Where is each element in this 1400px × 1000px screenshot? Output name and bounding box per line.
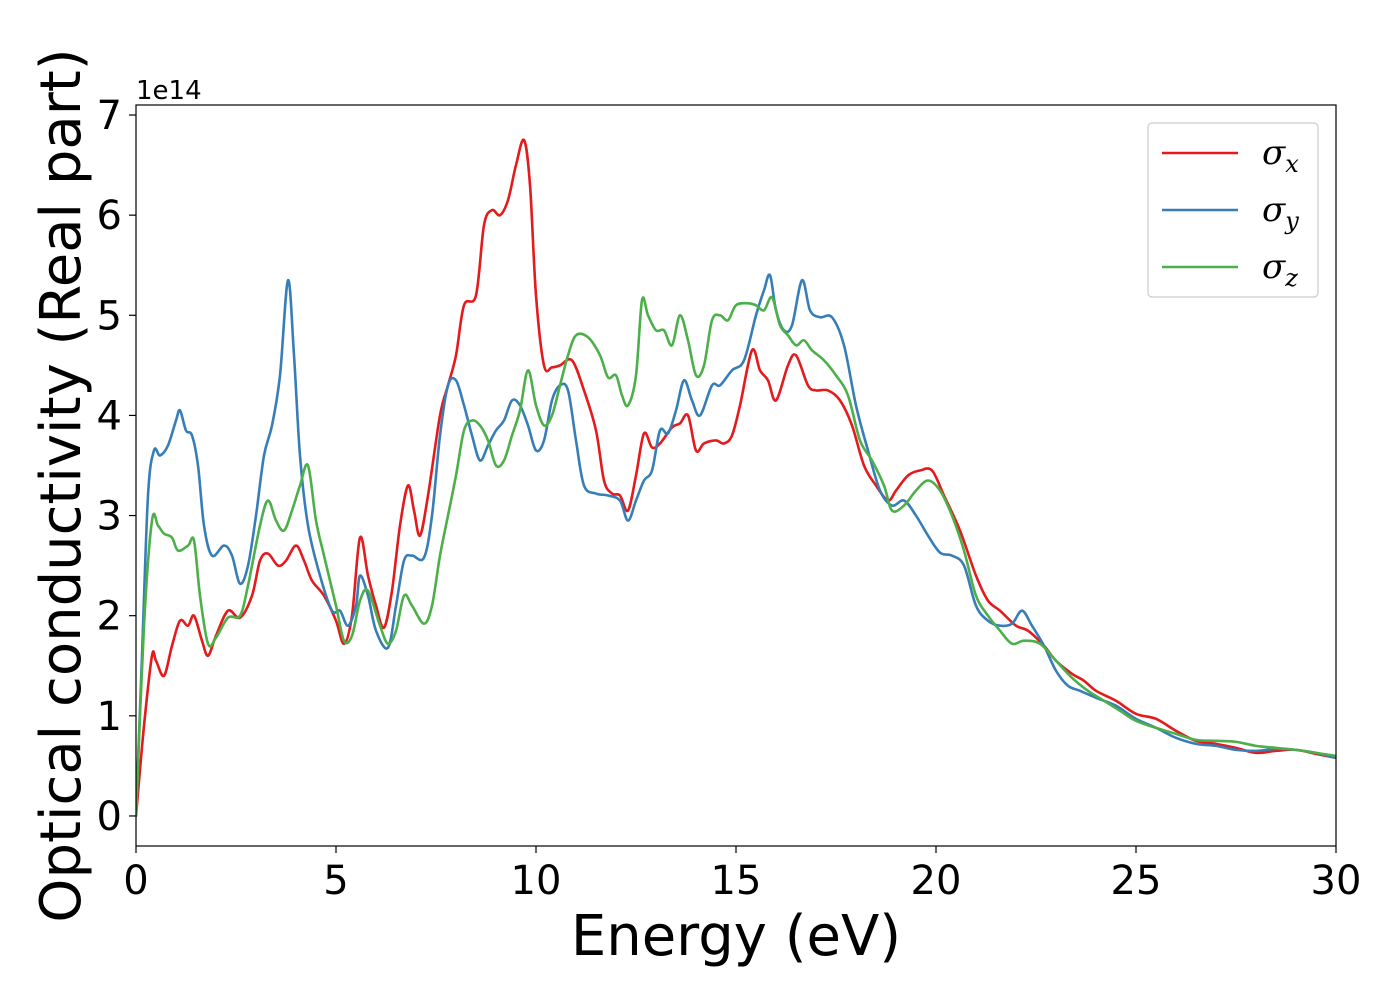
ticks-layer: 0 5 10 15 20 25 30 0 1 2 3 4 5 6 7 [97, 93, 1362, 904]
x-tick-label: 15 [711, 858, 762, 904]
y-tick-label: 6 [97, 193, 122, 239]
y-tick-label: 2 [97, 594, 122, 640]
y-tick-label: 0 [97, 794, 122, 840]
series-layer [136, 138, 1336, 818]
legend-label-y: σy [1262, 190, 1299, 235]
x-tick-label: 10 [511, 858, 562, 904]
x-tick-label: 5 [323, 858, 348, 904]
x-tick-label: 30 [1311, 858, 1362, 904]
y-tick-label: 3 [97, 494, 122, 540]
x-tick-label: 25 [1111, 858, 1162, 904]
legend-items: σx σy σz [1162, 133, 1299, 292]
legend-label-z: σz [1262, 247, 1298, 292]
y-tick-label: 4 [97, 393, 122, 439]
legend: σx σy σz [1147, 122, 1319, 298]
y-tick-label: 5 [97, 293, 122, 339]
series-line-z [136, 295, 1336, 818]
x-axis-label: Energy (eV) [571, 904, 901, 969]
y-tick-label: 1 [97, 694, 122, 740]
x-tick-label: 20 [911, 858, 962, 904]
series-line-x [136, 138, 1336, 818]
y-offset-label: 1e14 [136, 76, 202, 106]
legend-label-x: σx [1262, 133, 1299, 178]
x-tick-label: 0 [123, 858, 148, 904]
series-line-y [136, 273, 1336, 818]
y-tick-label: 7 [97, 93, 122, 139]
y-axis-label: Optical conductivity (Real part) [29, 48, 94, 922]
